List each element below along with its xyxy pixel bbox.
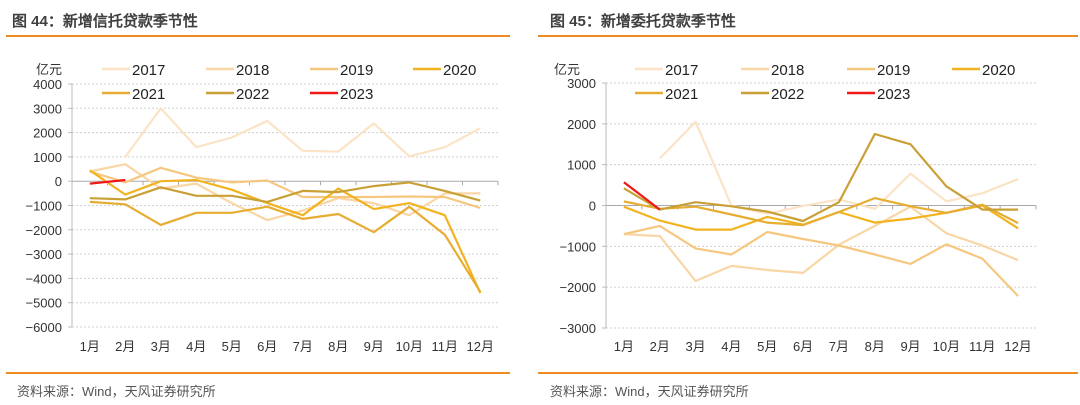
title-divider [538, 35, 1078, 37]
chart-title: 图 45：新增委托贷款季节性 [550, 13, 736, 30]
y-tick-label: 0 [589, 199, 596, 214]
y-axis-unit: 亿元 [36, 62, 62, 77]
y-tick-label: 2000 [567, 117, 596, 132]
y-tick-label: −3000 [25, 247, 62, 262]
source-note: 资料来源：Wind，天风证券研究所 [17, 384, 216, 399]
series-line-2017 [124, 107, 481, 158]
legend-label-2017: 2017 [132, 62, 165, 79]
x-tick-label: 8月 [328, 339, 348, 354]
chart-title: 图 44：新增信托贷款季节性 [12, 13, 198, 30]
legend-label-2022: 2022 [771, 86, 804, 103]
x-tick-label: 3月 [685, 339, 705, 354]
y-tick-label: −3000 [559, 321, 596, 336]
y-tick-label: 3000 [567, 76, 596, 91]
x-tick-label: 4月 [186, 339, 206, 354]
y-tick-label: 0 [55, 174, 62, 189]
x-tick-label: 7月 [829, 339, 849, 354]
x-tick-label: 6月 [257, 339, 277, 354]
y-tick-label: −2000 [25, 223, 62, 238]
y-tick-label: 1000 [567, 158, 596, 173]
chart-panel-trust-loans: 图 44：新增信托贷款季节性 4000 3000 2000 1000 0 −1000 −20… [6, 13, 510, 399]
source-divider [538, 372, 1078, 374]
x-tick-label: 9月 [364, 339, 384, 354]
y-tick-label: 4000 [33, 77, 62, 92]
x-tick-label: 12月 [467, 339, 494, 354]
series-line-2018 [623, 205, 1019, 283]
y-tick-label: 1000 [33, 150, 62, 165]
x-tick-label: 10月 [396, 339, 423, 354]
x-tick-label: 8月 [865, 339, 885, 354]
y-tick-label: 2000 [33, 126, 62, 141]
x-tick-label: 9月 [900, 339, 920, 354]
title-divider [6, 35, 510, 37]
legend-label-2021: 2021 [665, 86, 698, 103]
trust-loan-chart: 4000 3000 2000 1000 0 −1000 −2000 −3000 −4000 −50… [25, 62, 499, 354]
x-tick-label: 10月 [933, 339, 960, 354]
y-tick-label: −4000 [25, 271, 62, 286]
x-tick-label: 11月 [432, 339, 459, 354]
x-tick-label: 12月 [1004, 339, 1031, 354]
legend-label-2021: 2021 [132, 86, 165, 103]
y-tick-label: −6000 [25, 320, 62, 335]
series-line-2019 [623, 224, 1019, 297]
series-line-2020 [89, 169, 482, 294]
legend-label-2017: 2017 [665, 62, 698, 79]
source-note: 资料来源：Wind，天风证券研究所 [550, 384, 749, 399]
x-tick-label: 4月 [721, 339, 741, 354]
y-tick-label: 3000 [33, 101, 62, 116]
series-line-2022 [89, 181, 481, 203]
y-tick-label: −1000 [25, 199, 62, 214]
legend-label-2020: 2020 [982, 62, 1015, 79]
series-line-2021 [623, 197, 1019, 227]
legend-label-2022: 2022 [236, 86, 269, 103]
series-line-2022 [623, 132, 1019, 223]
source-divider [6, 372, 510, 374]
legend-label-2018: 2018 [236, 62, 269, 79]
x-tick-label: 6月 [793, 339, 813, 354]
series-line-2017 [659, 120, 1019, 215]
x-tick-label: 3月 [151, 339, 171, 354]
x-tick-label: 5月 [222, 339, 242, 354]
legend-label-2020: 2020 [443, 62, 476, 79]
series-line-2019 [89, 166, 481, 209]
entrusted-loan-chart: 3000 2000 1000 0 −1000 −2000 −3000 1月 2月 3月 4月 5月 6月… [554, 62, 1037, 354]
legend-label-2019: 2019 [877, 62, 910, 79]
y-tick-label: −5000 [25, 296, 62, 311]
x-tick-label: 1月 [80, 339, 100, 354]
legend-label-2019: 2019 [340, 62, 373, 79]
x-tick-label: 5月 [757, 339, 777, 354]
x-tick-label: 2月 [650, 339, 670, 354]
chart-panel-entrusted-loans: 图 45：新增委托贷款季节性 3000 2000 1000 0 −1000 −2000 −3… [532, 0, 1080, 405]
x-tick-label: 7月 [293, 339, 313, 354]
x-tick-label: 2月 [115, 339, 135, 354]
legend-label-2018: 2018 [771, 62, 804, 79]
legend-label-2023: 2023 [340, 86, 373, 103]
y-axis-unit: 亿元 [554, 62, 580, 77]
series-line-2023 [623, 181, 661, 211]
series-line-2023 [89, 178, 126, 185]
y-tick-label: −1000 [559, 239, 596, 254]
x-tick-label: 1月 [614, 339, 634, 354]
series-line-2021 [89, 200, 482, 293]
legend-label-2023: 2023 [877, 86, 910, 103]
x-tick-label: 11月 [969, 339, 996, 354]
y-tick-label: −2000 [559, 280, 596, 295]
